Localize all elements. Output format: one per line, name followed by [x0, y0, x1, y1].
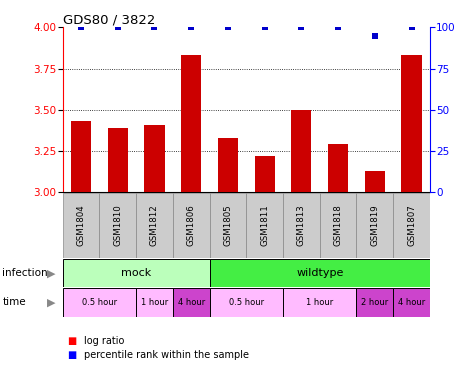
- Text: 1 hour: 1 hour: [141, 298, 168, 307]
- Text: 4 hour: 4 hour: [178, 298, 205, 307]
- Text: 0.5 hour: 0.5 hour: [82, 298, 117, 307]
- Text: ■: ■: [67, 350, 76, 360]
- Point: [77, 25, 85, 30]
- Point: [408, 25, 415, 30]
- Point: [261, 25, 268, 30]
- Text: GSM1804: GSM1804: [76, 205, 86, 246]
- Bar: [283, 288, 356, 317]
- Text: 2 hour: 2 hour: [361, 298, 389, 307]
- Bar: [320, 193, 356, 258]
- Bar: [209, 259, 430, 287]
- Bar: [328, 144, 348, 192]
- Point: [371, 33, 379, 38]
- Bar: [136, 288, 173, 317]
- Text: ■: ■: [67, 336, 76, 346]
- Point: [188, 25, 195, 30]
- Bar: [63, 288, 136, 317]
- Text: percentile rank within the sample: percentile rank within the sample: [84, 350, 249, 360]
- Bar: [173, 193, 209, 258]
- Text: GSM1819: GSM1819: [370, 205, 380, 246]
- Bar: [136, 193, 173, 258]
- Point: [334, 25, 342, 30]
- Text: GSM1807: GSM1807: [407, 205, 416, 246]
- Text: GSM1812: GSM1812: [150, 205, 159, 246]
- Bar: [356, 193, 393, 258]
- Text: GDS80 / 3822: GDS80 / 3822: [63, 13, 155, 26]
- Bar: [63, 259, 209, 287]
- Text: 1 hour: 1 hour: [306, 298, 333, 307]
- Text: infection: infection: [2, 268, 48, 278]
- Bar: [71, 121, 91, 192]
- Text: mock: mock: [121, 268, 151, 278]
- Bar: [393, 288, 430, 317]
- Bar: [209, 193, 247, 258]
- Text: 4 hour: 4 hour: [398, 298, 425, 307]
- Text: GSM1805: GSM1805: [223, 205, 232, 246]
- Text: wildtype: wildtype: [296, 268, 343, 278]
- Bar: [365, 171, 385, 192]
- Bar: [283, 193, 320, 258]
- Text: GSM1811: GSM1811: [260, 205, 269, 246]
- Bar: [173, 288, 209, 317]
- Bar: [393, 193, 430, 258]
- Bar: [401, 55, 422, 192]
- Bar: [144, 124, 165, 192]
- Bar: [356, 288, 393, 317]
- Text: time: time: [2, 298, 26, 307]
- Text: GSM1813: GSM1813: [297, 205, 306, 246]
- Bar: [181, 55, 201, 192]
- Bar: [209, 288, 283, 317]
- Text: log ratio: log ratio: [84, 336, 124, 346]
- Text: ▶: ▶: [47, 298, 55, 307]
- Point: [114, 25, 122, 30]
- Point: [224, 25, 232, 30]
- Text: GSM1818: GSM1818: [333, 205, 342, 246]
- Text: GSM1810: GSM1810: [113, 205, 122, 246]
- Bar: [291, 110, 312, 192]
- Point: [151, 25, 158, 30]
- Point: [297, 25, 305, 30]
- Bar: [99, 193, 136, 258]
- Text: GSM1806: GSM1806: [187, 205, 196, 246]
- Bar: [63, 193, 99, 258]
- Text: ▶: ▶: [47, 268, 55, 278]
- Bar: [246, 193, 283, 258]
- Bar: [218, 138, 238, 192]
- Text: 0.5 hour: 0.5 hour: [229, 298, 264, 307]
- Bar: [108, 128, 128, 192]
- Bar: [255, 156, 275, 192]
